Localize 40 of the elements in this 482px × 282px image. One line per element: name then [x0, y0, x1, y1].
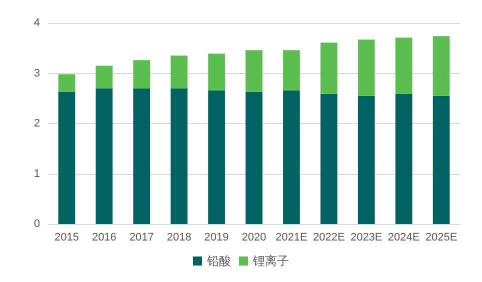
bar: [320, 42, 338, 94]
bar: [320, 94, 338, 224]
bar: [208, 54, 225, 90]
x-tick-label: 2018: [166, 232, 192, 244]
bar: [358, 40, 375, 96]
y-tick-label: 3: [34, 67, 40, 80]
bar: [246, 92, 262, 224]
x-tick-label: 2020: [242, 232, 266, 244]
bar: [96, 66, 113, 88]
bar: [133, 88, 150, 224]
x-tick-label: 2016: [92, 232, 116, 244]
x-tick-label: 2022E: [313, 232, 345, 244]
bar: [432, 36, 450, 96]
x-tick-label: 2017: [129, 232, 154, 244]
bar: [283, 50, 300, 90]
y-tick-label: 4: [34, 17, 40, 29]
bar: [170, 56, 188, 88]
bar: [170, 88, 188, 224]
legend-label: 铅酸: [206, 254, 231, 268]
bar: [96, 88, 113, 224]
bar: [246, 50, 262, 92]
y-tick-label: 2: [34, 118, 40, 130]
bar: [58, 92, 76, 224]
bar: [58, 74, 76, 92]
x-tick-label: 2025E: [425, 232, 458, 244]
x-tick-label: 2015: [54, 232, 79, 244]
x-tick-label: 2024E: [388, 232, 420, 244]
y-tick-label: 0: [34, 218, 40, 230]
bar: [432, 96, 450, 224]
bar: [358, 96, 375, 224]
bar: [395, 38, 412, 94]
x-tick-label: 2021E: [276, 232, 308, 244]
bar: [283, 90, 300, 224]
legend-label: 锂离子: [252, 254, 289, 268]
bar: [133, 60, 150, 88]
y-tick-label: 1: [34, 168, 40, 180]
x-tick-label: 2023E: [350, 232, 382, 244]
bar: [395, 94, 412, 224]
x-tick-label: 2019: [204, 232, 229, 244]
bar: [208, 90, 225, 224]
